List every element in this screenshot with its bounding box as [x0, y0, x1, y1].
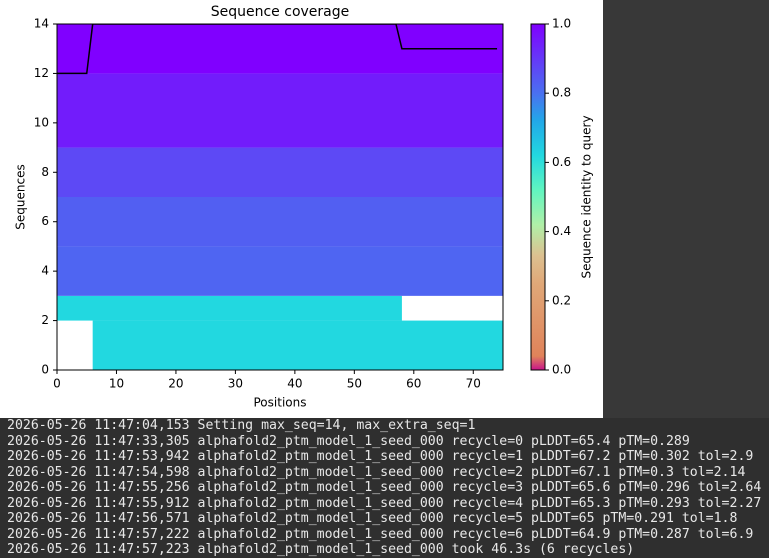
log-line: 2026-05-26 11:47:56,571 alphafold2_ptm_m… — [7, 511, 738, 526]
coverage-line — [57, 24, 498, 75]
y-tick-label: 14 — [34, 17, 49, 31]
colorbar-tick-label: 1.0 — [552, 17, 571, 31]
chart: Sequence coverage Positions Sequences Se… — [0, 0, 603, 418]
heatmap-cell — [57, 147, 503, 197]
log-line: 2026-05-26 11:47:04,153 Setting max_seq=… — [7, 418, 476, 433]
y-tick-label: 8 — [41, 165, 49, 179]
y-tick-label: 4 — [41, 264, 49, 278]
x-tick-label: 40 — [287, 377, 302, 391]
log-line: 2026-05-26 11:47:57,222 alphafold2_ptm_m… — [7, 526, 754, 542]
x-tick-label: 50 — [347, 377, 362, 391]
heatmap-cell — [57, 295, 402, 321]
heatmap-cell — [57, 73, 503, 148]
colorbar — [530, 23, 546, 371]
y-tick-label: 6 — [41, 214, 49, 228]
y-tick-label: 0 — [41, 363, 49, 377]
x-tick-label: 10 — [109, 377, 124, 391]
y-tick-label: 10 — [34, 115, 49, 129]
x-tick-label: 60 — [406, 377, 421, 391]
log-line: 2026-05-26 11:47:55,912 alphafold2_ptm_m… — [7, 495, 762, 511]
colorbar-label: Sequence identity to query — [580, 115, 594, 278]
log-line: 2026-05-26 11:47:54,598 alphafold2_ptm_m… — [7, 464, 746, 480]
x-tick-label: 70 — [466, 377, 481, 391]
colorbar-tick-label: 0.0 — [552, 363, 571, 377]
colorbar-tick-label: 0.8 — [552, 86, 571, 100]
heatmap-cell — [92, 320, 503, 370]
x-tick-label: 0 — [53, 377, 61, 391]
x-tick-label: 30 — [228, 377, 243, 391]
y-tick-label: 12 — [34, 66, 49, 80]
heatmap-cell — [57, 197, 503, 247]
y-tick-label: 2 — [41, 313, 49, 327]
colorbar-tick-label: 0.2 — [552, 293, 571, 307]
output-log: 2026-05-26 11:47:04,153 Setting max_seq=… — [0, 418, 769, 558]
x-tick-label: 20 — [168, 377, 183, 391]
colorbar-tick-label: 0.4 — [552, 224, 571, 238]
plot-area — [57, 24, 503, 370]
log-line: 2026-05-26 11:47:33,305 alphafold2_ptm_m… — [7, 433, 690, 449]
log-line: 2026-05-26 11:47:57,223 alphafold2_ptm_m… — [7, 542, 635, 557]
y-axis-label: Sequences — [14, 164, 28, 229]
colorbar-tick-label: 0.6 — [552, 155, 571, 169]
log-line: 2026-05-26 11:47:53,942 alphafold2_ptm_m… — [7, 449, 754, 464]
heatmap-cell — [57, 246, 503, 296]
log-line: 2026-05-26 11:47:55,256 alphafold2_ptm_m… — [7, 480, 762, 495]
x-axis-label: Positions — [254, 396, 307, 410]
chart-title: Sequence coverage — [211, 4, 350, 20]
plot-frame — [56, 23, 504, 371]
